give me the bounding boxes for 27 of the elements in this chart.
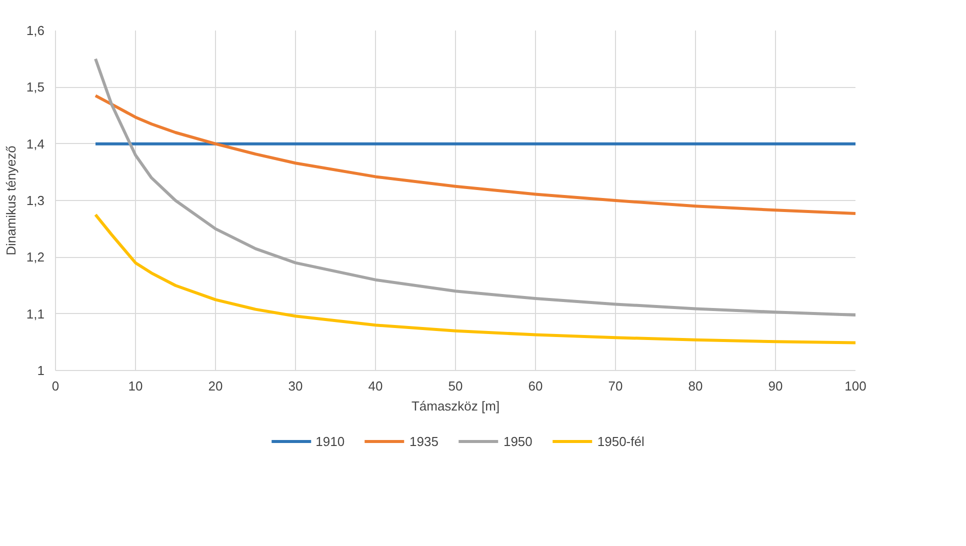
x-tick-label: 60 bbox=[528, 378, 543, 394]
line-series bbox=[94, 213, 856, 344]
x-tick-label: 30 bbox=[288, 378, 303, 394]
y-tick-label: 1,3 bbox=[26, 193, 45, 208]
x-axis-title: Támaszköz [m] bbox=[411, 398, 500, 414]
x-tick-label: 0 bbox=[52, 378, 60, 394]
y-tick-label: 1,2 bbox=[26, 250, 45, 265]
line-series bbox=[94, 57, 856, 316]
y-tick-label: 1,6 bbox=[26, 23, 45, 38]
x-tick-label: 90 bbox=[768, 378, 783, 394]
y-tick-label: 1,4 bbox=[26, 136, 45, 152]
x-tick-label: 80 bbox=[688, 378, 703, 394]
x-tick-label: 40 bbox=[368, 378, 383, 394]
y-tick-label: 1,5 bbox=[26, 80, 45, 95]
y-axis-title: Dinamikus tényező bbox=[3, 146, 18, 256]
x-tick-label: 70 bbox=[608, 378, 623, 394]
y-tick-label: 1,1 bbox=[26, 306, 45, 322]
y-tick-label: 1 bbox=[37, 363, 45, 378]
legend-label: 1935 bbox=[410, 434, 438, 448]
legend-label: 1950-fél bbox=[597, 434, 644, 448]
x-tick-label: 10 bbox=[128, 378, 143, 394]
legend-label: 1950 bbox=[503, 434, 532, 448]
x-tick-label: 100 bbox=[844, 378, 866, 394]
line-series bbox=[94, 94, 856, 216]
x-tick-label: 50 bbox=[448, 378, 463, 394]
legend-label: 1910 bbox=[316, 434, 345, 448]
x-tick-label: 20 bbox=[208, 378, 223, 394]
